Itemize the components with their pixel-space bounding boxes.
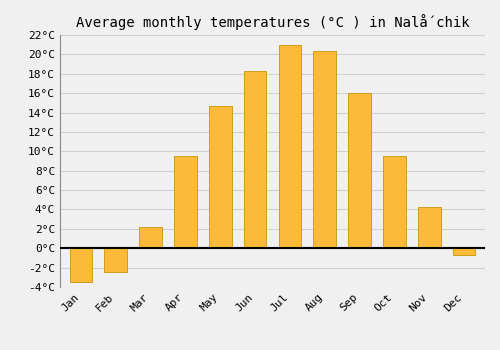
Bar: [278, 45, 301, 248]
Bar: [140, 227, 162, 248]
Bar: [244, 71, 266, 248]
Bar: [104, 248, 127, 272]
Bar: [418, 206, 440, 248]
Bar: [174, 156, 197, 248]
Bar: [314, 51, 336, 248]
Bar: [348, 93, 371, 248]
Bar: [453, 248, 475, 255]
Bar: [383, 156, 406, 248]
Title: Average monthly temperatures (°C ) in Nalǻchik: Average monthly temperatures (°C ) in Na…: [76, 14, 469, 30]
Bar: [209, 106, 232, 248]
Bar: [70, 248, 92, 282]
